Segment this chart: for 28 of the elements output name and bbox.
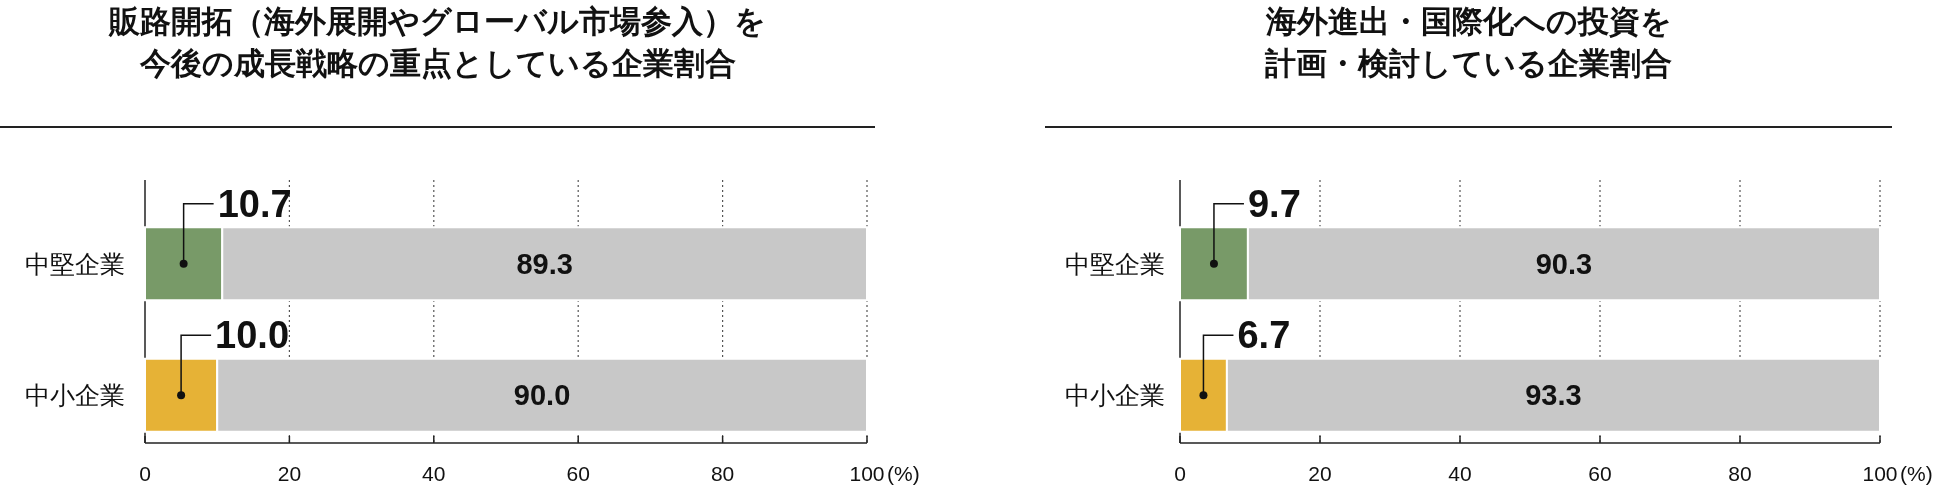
x-tick-label: 80 [1728,462,1752,485]
x-tick-label: 0 [139,462,151,485]
x-tick-label: 80 [710,462,735,485]
data-label: 90.0 [513,379,571,412]
y-tick-label: 中小企業 [25,381,125,410]
chart-title: 海外進出・国際化への投資を計画・検討している企業割合 [1264,4,1672,81]
x-tick-label: 20 [1308,462,1332,485]
data-label: 89.3 [516,247,573,280]
data-label: 10.0 [215,314,290,357]
y-tick-label: 中小企業 [1065,381,1165,410]
x-tick-label: 0 [1174,462,1186,485]
x-tick-label: 60 [1588,462,1612,485]
x-tick-label: 40 [422,462,446,485]
x-tick-label: 40 [1448,462,1472,485]
chart-title: 販路開拓（海外展開やグローバル市場参入）を今後の成長戦略の重点としている企業割合 [108,4,766,81]
y-tick-label: 中堅企業 [1065,249,1165,278]
data-label: 90.3 [1535,247,1593,280]
x-axis-title: (%) [1900,462,1933,485]
data-label: 9.7 [1247,182,1301,225]
x-tick-label: 100 [1862,462,1898,485]
x-tick-label: 60 [566,462,590,485]
data-label: 93.3 [1525,379,1582,412]
x-tick-label: 20 [277,462,302,485]
x-tick-label: 100 [849,462,885,485]
data-label: 10.7 [217,182,292,225]
y-tick-label: 中堅企業 [25,249,125,278]
x-axis-title: (%) [887,462,920,485]
data-label: 6.7 [1237,314,1291,357]
